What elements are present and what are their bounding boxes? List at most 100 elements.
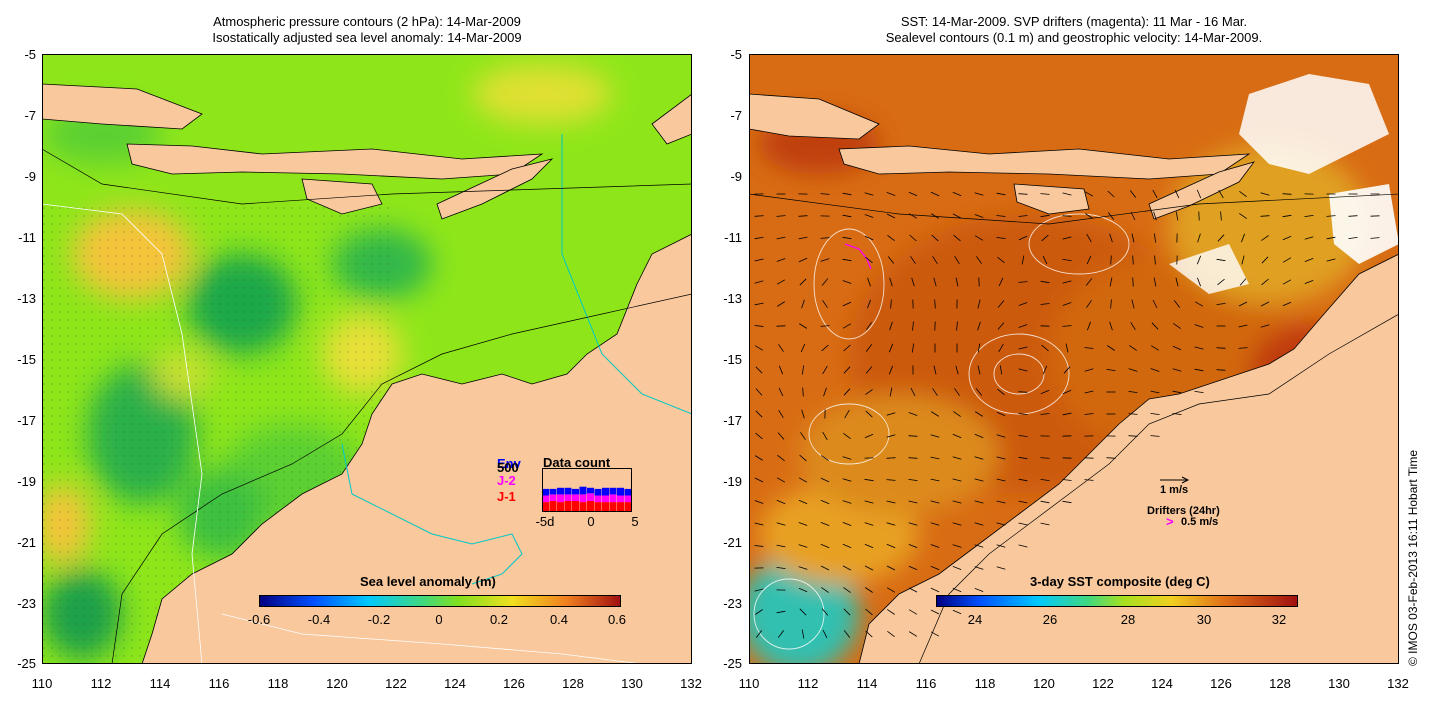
right-x-tick: 110 (738, 676, 760, 691)
bar-env (624, 488, 632, 496)
velocity-arrow (1197, 277, 1201, 287)
velocity-arrow (1040, 214, 1050, 218)
left-y-tick: -25 (17, 656, 36, 671)
velocity-arrow (930, 411, 940, 417)
velocity-arrow (754, 477, 764, 483)
bar-j2 (587, 493, 594, 501)
right-y-tick: -7 (730, 108, 742, 123)
right-y-tick: -25 (723, 656, 742, 671)
velocity-arrow (802, 387, 804, 397)
right-colorbar (936, 595, 1298, 607)
right-colorbar-tick: 30 (1196, 612, 1212, 627)
velocity-arrow (1040, 389, 1050, 395)
velocity-arrow (798, 522, 808, 526)
geostrophic-velocity-arrows (754, 189, 1380, 639)
right-sst-map (749, 54, 1399, 664)
legend-env: Env (497, 456, 521, 471)
velocity-arrow (955, 277, 959, 287)
velocity-arrow (1282, 193, 1292, 195)
right-colorbar-tick: 26 (1042, 612, 1058, 627)
velocity-arrow (1150, 390, 1160, 394)
velocity-arrow (1194, 301, 1204, 307)
velocity-arrow (798, 566, 808, 570)
velocity-arrow (1304, 236, 1314, 240)
velocity-arrow (1040, 413, 1050, 415)
velocity-arrow (1173, 300, 1181, 308)
velocity-arrow (952, 191, 962, 197)
velocity-arrow (886, 565, 896, 571)
bar-j1 (542, 502, 549, 512)
velocity-arrow (1282, 257, 1292, 263)
velocity-arrow (822, 431, 828, 441)
velocity-arrow (800, 343, 806, 353)
velocity-arrow (1107, 212, 1115, 220)
velocity-arrow (908, 191, 918, 197)
right-y-tick: -11 (724, 230, 742, 245)
velocity-arrow (1260, 324, 1270, 328)
velocity-arrow (842, 500, 852, 504)
velocity-arrow (1062, 192, 1072, 196)
left-sea-level-map (42, 54, 692, 664)
left-x-tick: 120 (326, 676, 348, 691)
velocity-arrow (953, 234, 961, 242)
velocity-arrow (1018, 522, 1028, 526)
velocity-arrow (777, 454, 785, 462)
velocity-arrow (864, 433, 874, 439)
velocity-arrow (1109, 321, 1113, 331)
bar-j2 (624, 495, 632, 503)
velocity-arrow (997, 300, 1005, 308)
velocity-arrow (890, 299, 892, 309)
velocity-arrow (1150, 368, 1160, 372)
right-title-line-1: SST: 14-Mar-2009. SVP drifters (magenta)… (900, 14, 1248, 29)
left-colorbar (259, 595, 621, 607)
velocity-arrow (1150, 345, 1160, 351)
velocity-arrow (1128, 413, 1138, 415)
velocity-arrow (798, 323, 808, 329)
velocity-arrow (1128, 435, 1138, 437)
velocity-arrow (1241, 255, 1245, 265)
velocity-arrow (908, 609, 918, 615)
left-colorbar-tick: -0.4 (307, 612, 331, 627)
bar-env (579, 486, 587, 495)
velocity-arrow (843, 366, 851, 374)
velocity-arrow (996, 215, 1006, 217)
velocity-arrow (1062, 280, 1072, 284)
velocity-arrow (843, 388, 851, 396)
left-y-tick: -17 (17, 413, 36, 428)
velocity-arrow (1218, 189, 1224, 199)
left-y-tick: -13 (17, 291, 36, 306)
legend-500: 500 (497, 460, 519, 475)
velocity-arrow (996, 544, 1006, 548)
velocity-arrow (866, 322, 872, 330)
bar-j1 (617, 502, 624, 512)
bar-j2 (564, 494, 572, 501)
velocity-arrow (1173, 323, 1181, 329)
velocity-arrow (1154, 255, 1156, 265)
velocity-arrow (908, 412, 918, 416)
left-x-tick: 110 (31, 676, 53, 691)
left-title-line-2: Isostatically adjusted sea level anomaly… (212, 30, 522, 45)
left-y-tick: -5 (24, 47, 36, 62)
velocity-arrow (1194, 368, 1204, 372)
velocity-arrow (952, 522, 962, 526)
velocity-arrow (1172, 413, 1182, 415)
right-title-line-2: Sealevel contours (0.1 m) and geostrophi… (885, 30, 1263, 45)
velocity-arrow (1152, 299, 1158, 309)
right-colorbar-tick: 28 (1120, 612, 1136, 627)
velocity-arrow (952, 433, 962, 439)
velocity-arrow (842, 280, 852, 284)
velocity-arrow (886, 500, 896, 504)
velocity-arrow (776, 477, 786, 483)
velocity-scale-arrow (1160, 476, 1190, 484)
velocity-arrow (976, 256, 982, 264)
data-count-title: Data count (543, 455, 611, 470)
velocity-arrow (1150, 413, 1160, 415)
velocity-arrow (1040, 193, 1050, 195)
velocity-arrow (755, 432, 763, 440)
bar-j1 (579, 502, 587, 512)
velocity-arrow (864, 214, 874, 218)
velocity-arrow (842, 214, 852, 218)
bar-env (617, 487, 624, 496)
velocity-arrow (1241, 233, 1245, 243)
velocity-arrow (1239, 213, 1247, 219)
